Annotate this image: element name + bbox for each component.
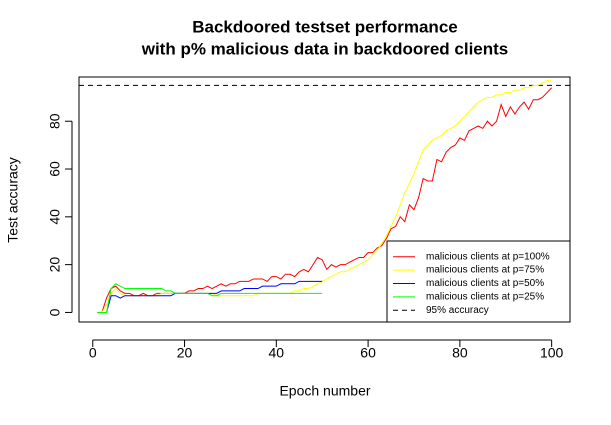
legend-label: malicious clients at p=100% <box>426 251 550 262</box>
chart-title: with p% malicious data in backdoored cli… <box>141 39 509 58</box>
x-tick-label: 60 <box>360 345 376 361</box>
legend-label: malicious clients at p=50% <box>426 278 544 289</box>
x-axis-label: Epoch number <box>279 383 370 399</box>
chart-title: Backdoored testset performance <box>192 17 457 36</box>
legend-box <box>386 240 571 323</box>
series-line <box>97 80 552 313</box>
y-tick-label: 80 <box>47 113 63 129</box>
x-tick-label: 100 <box>540 345 564 361</box>
y-tick-label: 20 <box>47 257 63 273</box>
series-line <box>97 283 323 313</box>
series-line <box>97 280 323 313</box>
x-tick-label: 0 <box>89 345 97 361</box>
y-tick-label: 0 <box>47 308 63 316</box>
legend-label: 95% accuracy <box>426 305 489 316</box>
y-axis-label: Test accuracy <box>5 157 21 243</box>
legend-label: malicious clients at p=75% <box>426 265 544 276</box>
x-tick-label: 40 <box>269 345 285 361</box>
x-tick-label: 20 <box>177 345 193 361</box>
y-tick-label: 60 <box>47 161 63 177</box>
plot-frame <box>78 76 571 323</box>
x-tick-label: 80 <box>452 345 468 361</box>
y-tick-label: 40 <box>47 209 63 225</box>
legend-label: malicious clients at p=25% <box>426 292 544 303</box>
